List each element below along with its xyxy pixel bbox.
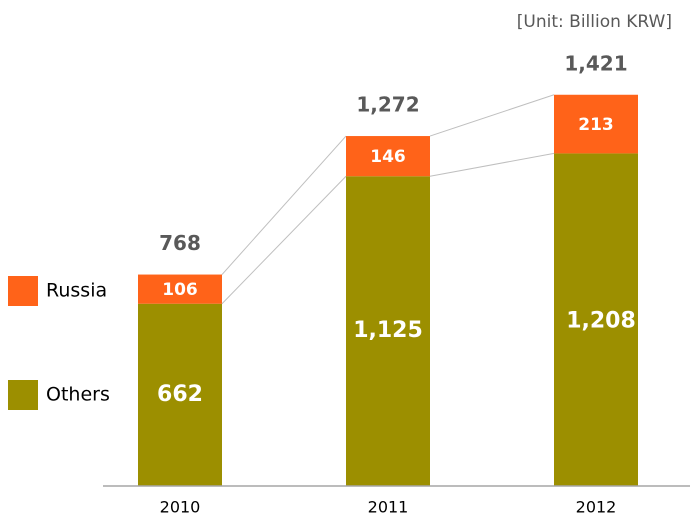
bar-segment <box>346 136 430 177</box>
bar-segment <box>138 274 222 304</box>
unit-annotation: [Unit: Billion KRW] <box>517 12 672 32</box>
legend-label: Others <box>46 384 110 406</box>
connector-line <box>221 175 347 305</box>
legend-swatch <box>8 380 38 410</box>
total-label: 1,272 <box>356 92 419 116</box>
value-label: 1,208 <box>566 308 636 333</box>
x-tick-label: 2012 <box>576 498 617 517</box>
legend-label: Russia <box>46 280 107 302</box>
bar-segment <box>138 303 222 486</box>
value-label: 1,125 <box>353 318 423 343</box>
value-label: 662 <box>157 382 203 407</box>
total-label: 768 <box>159 231 201 255</box>
x-tick-label: 2010 <box>160 498 201 517</box>
value-label: 106 <box>162 280 198 300</box>
connector-line <box>221 135 347 275</box>
total-label: 1,421 <box>564 51 627 75</box>
bar-segment <box>554 94 638 154</box>
x-tick-label: 2011 <box>368 498 409 517</box>
legend-swatch <box>8 276 38 306</box>
bar-segment <box>554 153 638 486</box>
bar-segment <box>346 176 430 486</box>
connector-line <box>429 152 555 177</box>
value-label: 213 <box>578 115 614 135</box>
value-label: 146 <box>370 147 406 167</box>
connector-line <box>429 94 555 137</box>
